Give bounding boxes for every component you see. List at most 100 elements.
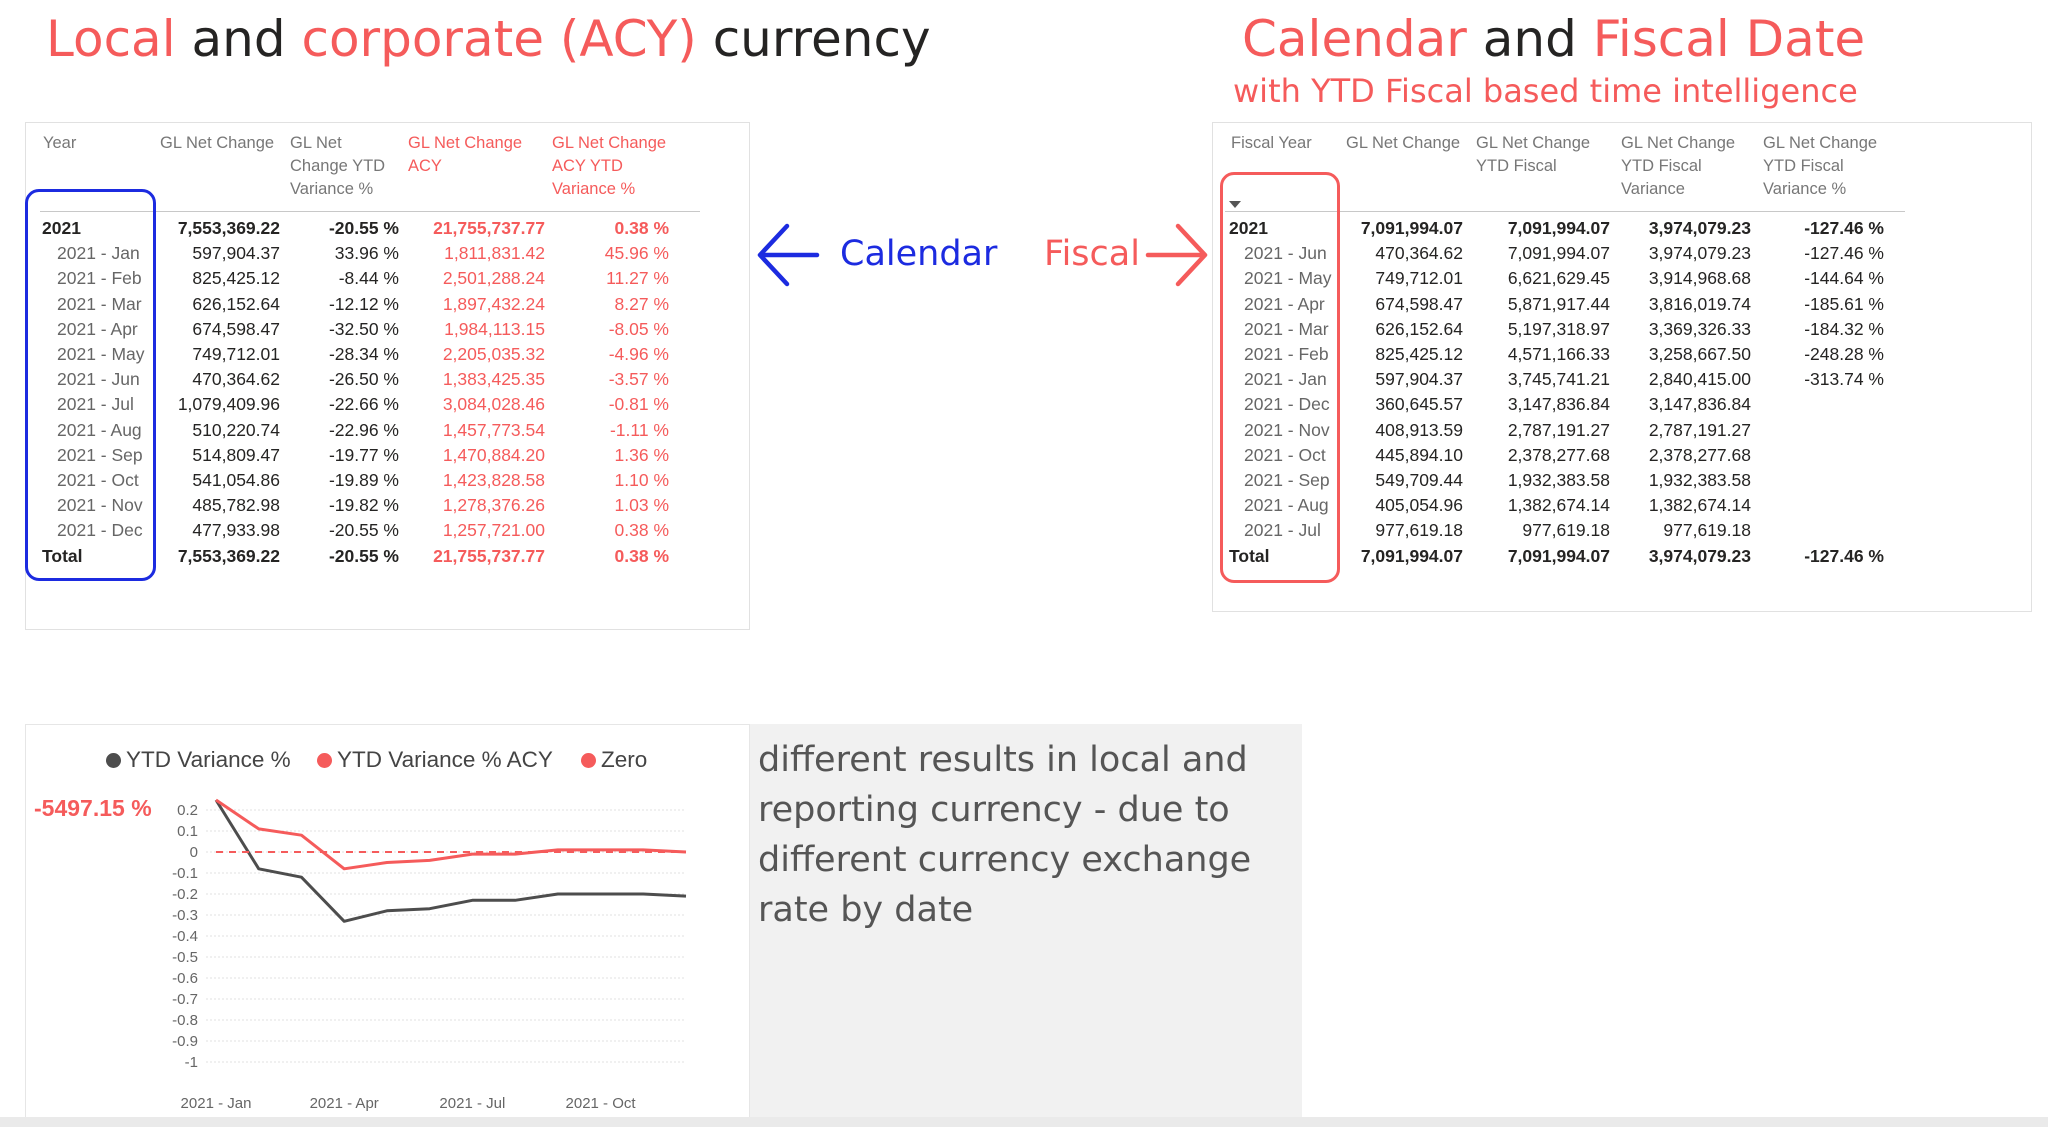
table-cell: 1,897,432.24 — [442, 293, 545, 314]
table-cell: -127.46 % — [1804, 545, 1884, 566]
fis-header-net-change[interactable]: GL Net Change — [1346, 134, 1461, 152]
left-title: Local and corporate (ACY) currency — [46, 10, 931, 68]
y-tick-label: -0.5 — [172, 949, 198, 966]
chart-plot: 0.2 0.1 0 -0.1 -0.2 -0.3 -0.4 -0.5 -0.6 -0.7 -0.8 -… — [172, 798, 687, 1112]
fis-header-ytd-fiscal-variance[interactable]: GL Net Change YTD Fiscal Variance — [1621, 134, 1736, 198]
table-cell: 1.36 % — [614, 444, 669, 465]
left-title-corporate: corporate (ACY) — [301, 10, 697, 68]
table-cell: -127.46 % — [1804, 218, 1884, 238]
table-cell: 510,220.74 — [192, 419, 280, 440]
table-cell: 4,571,166.33 — [1507, 344, 1610, 364]
table-cell: 21,755,737.77 — [433, 545, 545, 566]
sort-down-icon[interactable] — [1229, 201, 1241, 209]
y-tick-label: -0.4 — [172, 928, 198, 945]
table-cell: 405,054.96 — [1375, 495, 1463, 516]
table-cell: 2021 - Dec — [57, 520, 143, 541]
table-cell: 7,553,369.22 — [177, 545, 280, 566]
table-cell: 7,091,994.07 — [1507, 243, 1610, 264]
table-cell: 3,258,667.50 — [1648, 344, 1751, 364]
table-cell: 0.38 % — [614, 520, 669, 541]
table-cell: 7,091,994.07 — [1360, 218, 1463, 238]
left-title-and: and — [175, 10, 302, 68]
table-cell: 2021 - Oct — [1244, 444, 1326, 465]
fis-header-ytd-fiscal-variance-pct[interactable]: GL Net Change YTD Fiscal Variance % — [1763, 134, 1878, 198]
table-cell: 3,974,079.23 — [1648, 218, 1751, 238]
table-cell: 0.38 % — [614, 218, 669, 238]
table-cell: 2021 - Nov — [1244, 419, 1330, 440]
table-cell: 3,369,326.33 — [1648, 318, 1751, 339]
table-cell: -184.32 % — [1804, 318, 1884, 339]
table-cell: 2021 - Jan — [1244, 369, 1327, 390]
right-title-calendar: Calendar — [1242, 10, 1467, 68]
table-cell: 626,152.64 — [1375, 318, 1463, 339]
table-cell: 6,621,629.45 — [1507, 268, 1610, 289]
table-cell: 21,755,737.77 — [433, 218, 545, 238]
legend-zero[interactable]: Zero — [581, 747, 647, 773]
table-cell: 2021 - Feb — [57, 268, 142, 289]
cal-header-year[interactable]: Year — [43, 134, 77, 152]
table-cell: 1,932,383.58 — [1507, 470, 1610, 490]
table-cell: 2021 - Dec — [1244, 394, 1330, 415]
right-title-fiscal: Fiscal Date — [1592, 10, 1866, 68]
table-cell: 5,197,318.97 — [1507, 318, 1610, 339]
table-cell: -20.55 % — [328, 218, 399, 238]
table-cell: 0.38 % — [614, 545, 669, 566]
table-cell: 7,091,994.07 — [1507, 218, 1610, 238]
series-line-1[interactable] — [215, 798, 687, 871]
table-cell: 3,147,836.84 — [1507, 394, 1610, 415]
table-cell: -144.64 % — [1804, 268, 1884, 289]
table-cell: 825,425.12 — [192, 268, 280, 289]
table-cell: 2021 — [1229, 218, 1268, 238]
fis-header-ytd-fiscal[interactable]: GL Net Change YTD Fiscal — [1476, 134, 1591, 175]
table-cell: -3.57 % — [608, 369, 669, 390]
series-line-0[interactable] — [214, 799, 687, 923]
chart-callout: -5497.15 % — [34, 795, 152, 821]
table-cell: 2021 - Feb — [1244, 344, 1329, 364]
note-text: different results in local and reporting… — [758, 740, 1252, 930]
table-cell: 2021 - Oct — [57, 470, 139, 490]
table-cell: 2021 - Sep — [1244, 470, 1330, 490]
table-cell: -19.82 % — [328, 495, 399, 516]
table-cell: 1,470,884.20 — [442, 444, 545, 465]
table-cell: 1,383,425.35 — [442, 369, 545, 390]
x-tick-label: 2021 - Oct — [566, 1095, 637, 1112]
legend-ytd-variance[interactable]: YTD Variance % — [106, 747, 291, 773]
fis-header-fiscal-year[interactable]: Fiscal Year — [1231, 134, 1312, 152]
left-title-currency: currency — [696, 10, 931, 68]
table-cell: 626,152.64 — [192, 293, 280, 314]
table-cell: 2021 - Jul — [1244, 520, 1321, 541]
table-cell: -248.28 % — [1804, 344, 1884, 364]
cal-header-ytd-variance[interactable]: GL Net Change YTD Variance % — [290, 134, 386, 198]
legend-ytd-variance-acy[interactable]: YTD Variance % ACY — [317, 747, 553, 773]
fiscal-year-highlight — [1220, 172, 1340, 583]
y-tick-label: -0.1 — [172, 865, 198, 882]
table-cell: -8.05 % — [608, 318, 669, 339]
cal-header-acy-ytd-variance[interactable]: GL Net Change ACY YTD Variance % — [552, 134, 667, 198]
table-cell: 1.10 % — [614, 470, 669, 490]
right-subtitle: with YTD Fiscal based time intelligence — [1233, 72, 1858, 110]
cal-header-acy[interactable]: GL Net Change ACY — [408, 134, 523, 175]
cal-header-net-change[interactable]: GL Net Change — [160, 134, 275, 152]
table-cell: -0.81 % — [608, 394, 669, 415]
table-cell: -19.89 % — [328, 470, 399, 490]
table-cell: 360,645.57 — [1375, 394, 1463, 415]
y-tick-label: 0.1 — [177, 823, 198, 840]
y-tick-label: -0.3 — [172, 907, 198, 924]
table-cell: -4.96 % — [608, 344, 669, 364]
right-title-and: and — [1466, 10, 1593, 68]
table-cell: 3,147,836.84 — [1648, 394, 1751, 415]
table-cell: 597,904.37 — [1375, 369, 1463, 390]
table-cell: 7,091,994.07 — [1360, 545, 1463, 566]
table-cell: 470,364.62 — [1375, 243, 1463, 264]
table-cell: 1,278,376.26 — [442, 495, 545, 516]
table-cell: 1.03 % — [614, 495, 669, 516]
table-cell: 33.96 % — [334, 243, 399, 264]
table-cell: 477,933.98 — [192, 520, 280, 541]
table-cell: 5,871,917.44 — [1507, 293, 1610, 314]
right-title: Calendar and Fiscal Date — [1242, 10, 1865, 68]
table-cell: 2021 - Jun — [1244, 243, 1327, 264]
table-cell: 45.96 % — [604, 243, 669, 264]
legend-dot-zero — [581, 753, 596, 768]
legend-dot-red — [317, 753, 332, 768]
y-tick-label: -0.9 — [172, 1033, 198, 1050]
